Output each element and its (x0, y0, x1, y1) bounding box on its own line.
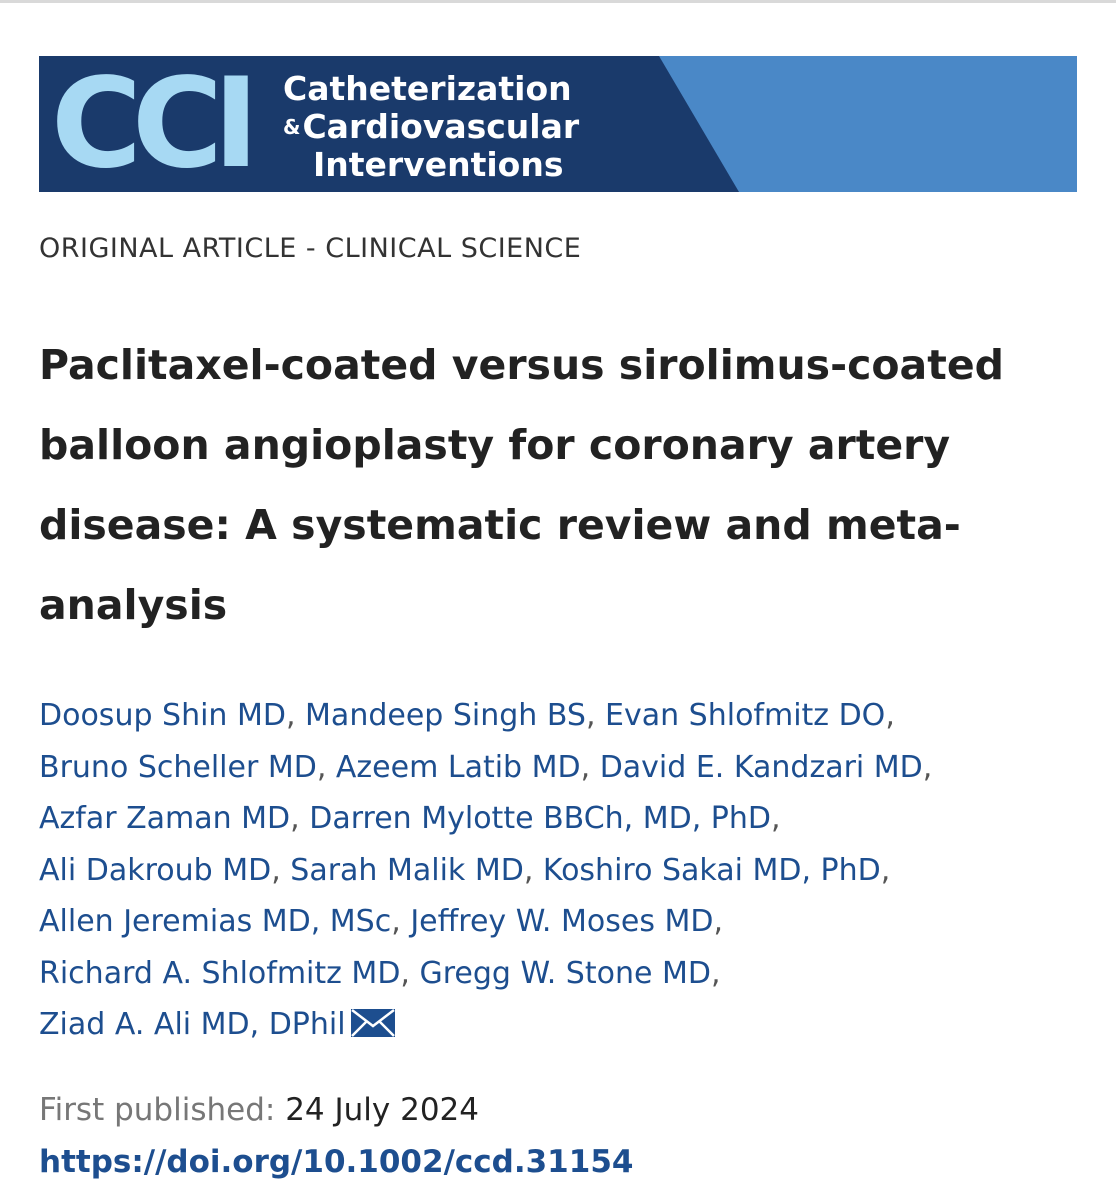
author-link[interactable]: Azfar Zaman MD (39, 801, 291, 836)
author-link[interactable]: Gregg W. Stone MD (419, 955, 711, 991)
author-link[interactable]: Ali Dakroub MD (39, 852, 272, 888)
published-label: First published: (39, 1092, 276, 1128)
journal-name: Catheterization &Cardiovascular Interven… (283, 70, 579, 184)
journal-name-line3: Interventions (313, 145, 564, 184)
article-title: Paclitaxel-coated versus sirolimus-coate… (39, 341, 1004, 629)
author-link[interactable]: Azeem Latib MD (335, 749, 581, 785)
author-link[interactable]: Allen Jeremias MD, MSc (39, 904, 392, 939)
author-link[interactable]: Ziad A. Ali MD, DPhil (39, 1007, 346, 1042)
ampersand: & (283, 115, 301, 139)
author-list: Doosup Shin MD, Mandeep Singh BS, Evan S… (39, 698, 933, 1042)
journal-name-line2: Cardiovascular (302, 107, 580, 146)
author-link[interactable]: Darren Mylotte BBCh, MD, PhD (309, 801, 771, 836)
author-link[interactable]: Jeffrey W. Moses MD (410, 904, 714, 939)
journal-logo: CCI (51, 56, 259, 192)
journal-name-line1: Catheterization (283, 69, 572, 108)
author-link[interactable]: Doosup Shin MD (39, 698, 286, 733)
published-date: 24 July 2024 (285, 1092, 479, 1128)
author-link[interactable]: Sarah Malik MD (290, 852, 524, 888)
author-link[interactable]: David E. Kandzari MD (599, 749, 923, 785)
top-divider (0, 0, 1116, 3)
author-link[interactable]: Mandeep Singh BS (305, 698, 586, 733)
doi-link[interactable]: https://doi.org/10.1002/ccd.31154 (39, 1144, 634, 1180)
author-link[interactable]: Koshiro Sakai MD, PhD (542, 852, 881, 888)
author-link[interactable]: Richard A. Shlofmitz MD (39, 955, 401, 991)
author-link[interactable]: Bruno Scheller MD (39, 749, 317, 785)
journal-banner[interactable]: CCI Catheterization &Cardiovascular Inte… (39, 56, 1077, 192)
journal-name-line2-row: &Cardiovascular (283, 108, 579, 146)
envelope-icon[interactable] (350, 1008, 396, 1038)
author-link[interactable]: Evan Shlofmitz DO (605, 698, 886, 733)
banner-stripe (659, 56, 1077, 192)
publication-info: First published: 24 July 2024 (39, 1092, 479, 1128)
article-category: ORIGINAL ARTICLE - CLINICAL SCIENCE (39, 233, 582, 264)
